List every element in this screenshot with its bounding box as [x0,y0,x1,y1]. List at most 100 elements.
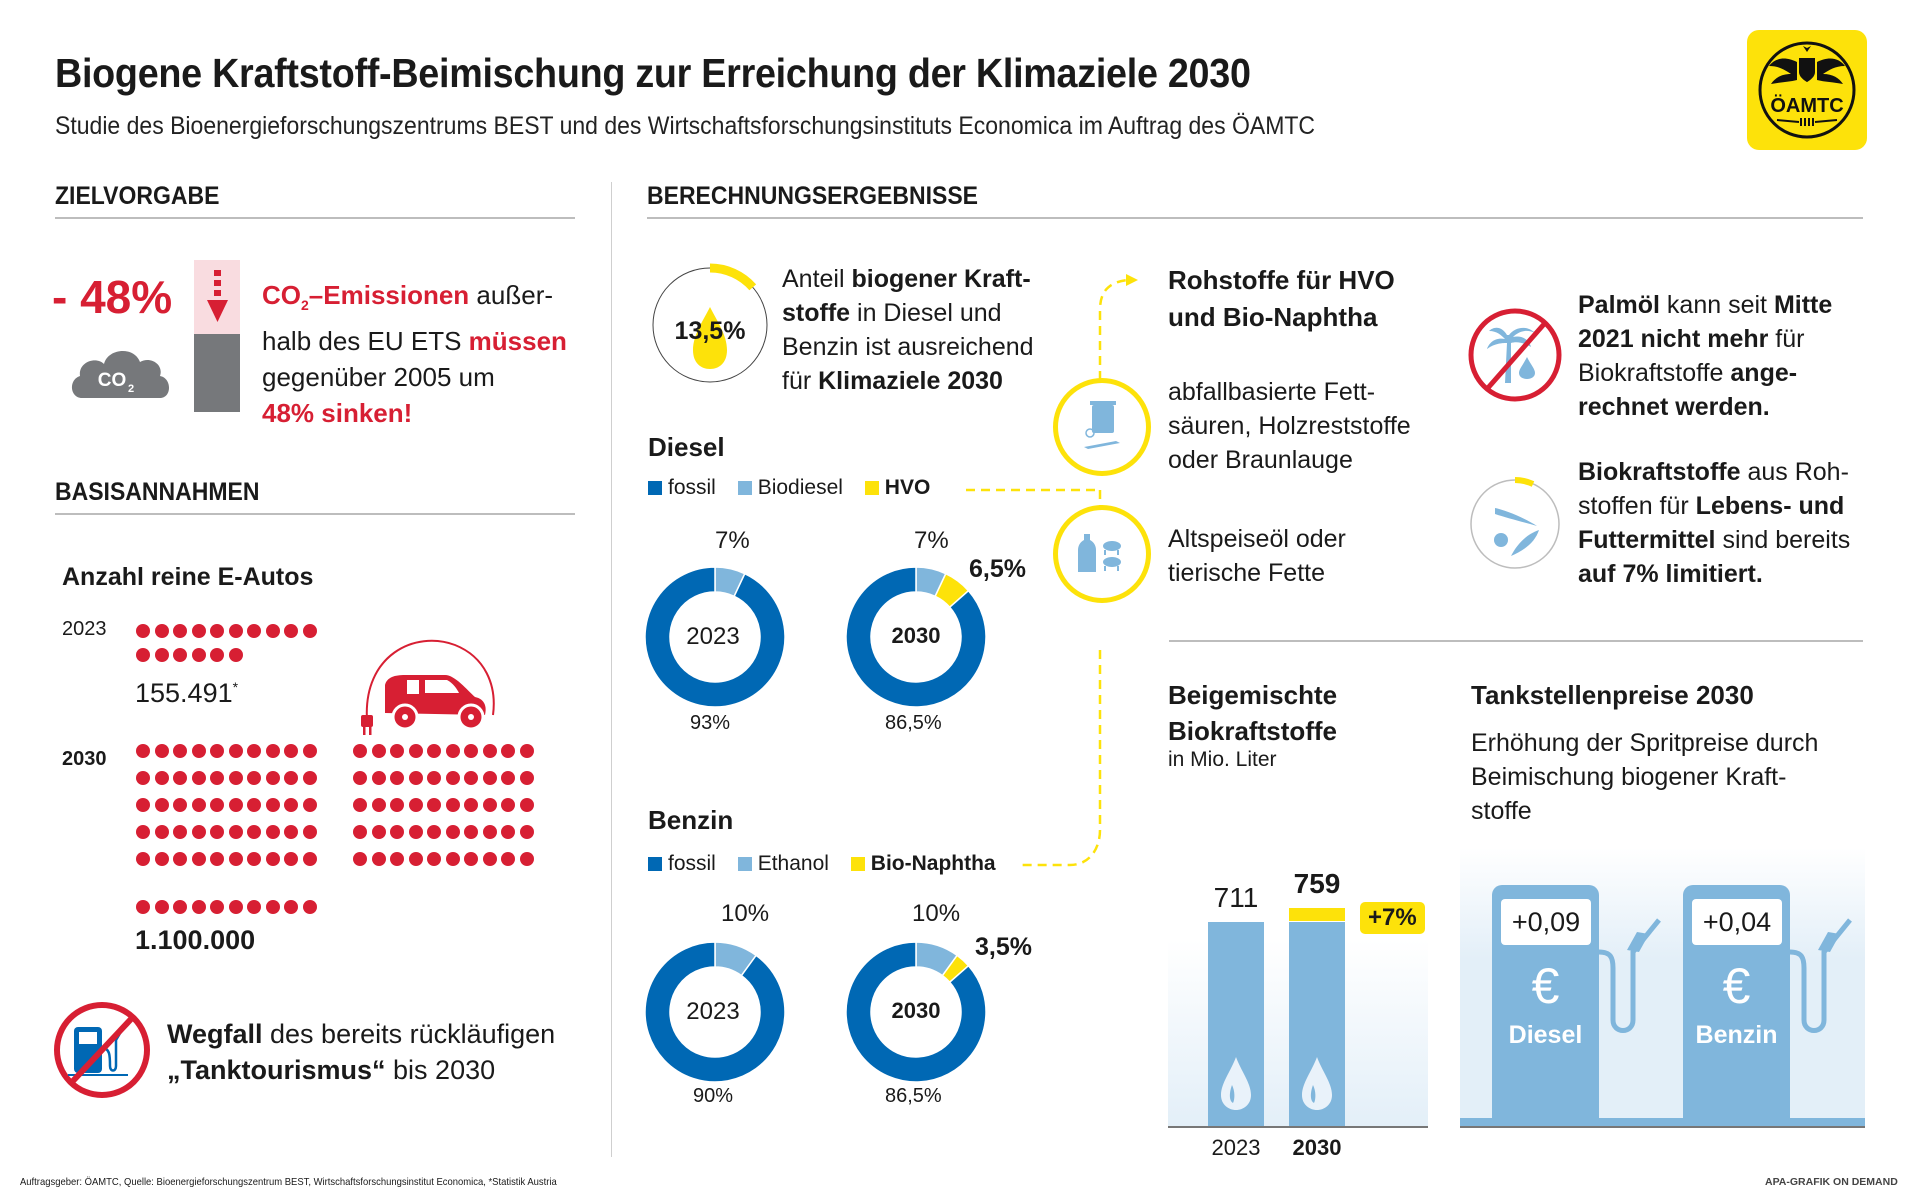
ev-dot [173,771,187,785]
ev-dot [519,744,534,758]
ev-dot [284,624,298,638]
diesel-heading: Diesel [648,432,725,462]
ev-dot [154,771,169,785]
donut-slice-fossil [845,941,987,1083]
bar-value-2030: 759 [1293,867,1341,899]
ev-dot [482,798,497,812]
ev-dot [191,744,206,758]
ev-dot [501,798,515,812]
ev-dot [427,771,441,785]
ev-dot [210,648,224,662]
ev-dot [427,852,441,866]
ev-dot [371,825,386,839]
label-diesel-2030-year: 2030 [891,623,941,648]
label-diesel-2023-year: 2023 [686,623,740,650]
section-rule [1169,640,1863,642]
label-benzin-2030-fossil: 86,5% [885,1085,942,1107]
donut-diesel-2030 [845,566,987,708]
column-divider [611,182,612,1157]
ev-dot [371,798,386,812]
drop-icon [693,307,727,369]
ev-dot [427,825,441,839]
fuel-label-diesel: Diesel [1508,1021,1583,1049]
svg-text:2: 2 [128,383,134,395]
ev-dot [302,798,317,812]
ev-dot [210,825,224,839]
biogenic-share-text: Anteil biogener Kraft- stoffe in Diesel … [782,265,1034,395]
ev-dot [228,825,243,839]
reduction-value: - 48% [52,271,173,323]
ev-dot [191,624,206,638]
bar-2030-increase [1289,907,1345,921]
ev-dot [445,771,460,785]
diesel-legend: fossil Biodiesel HVO [648,476,946,500]
label-diesel-2030-fossil: 86,5% [885,712,942,734]
ev-dot [191,798,206,812]
ev-dot [464,771,478,785]
ev-dot [408,798,423,812]
ev-dot [445,825,460,839]
ev-dot [390,825,404,839]
footer-source: Auftragsgeber: ÖAMTC, Quelle: Bioenergie… [20,1176,557,1188]
ev-dot [427,798,441,812]
ev-dot [519,852,534,866]
label-diesel-2023-fossil: 93% [690,712,731,734]
ev-title: Anzahl reine E-Autos [62,563,314,591]
ev-dot [390,798,404,812]
bar-category-2030: 2030 [1292,1135,1342,1160]
ev-dot [482,825,497,839]
ev-dot [228,624,243,638]
fuel-label-benzin: Benzin [1695,1021,1778,1049]
ev-dot [265,825,280,839]
ev-dot [228,798,243,812]
reduction-bar [194,260,240,412]
ev-dot [191,852,206,866]
ev-dot [191,825,206,839]
ev-dot [154,852,169,866]
ev-dot [445,852,460,866]
pumps-ground [1460,1118,1865,1126]
increase-badge: +7% [1360,901,1425,934]
label-benzin-2030-naphtha: 3,5% [975,933,1032,961]
ev-dot [464,744,478,758]
ev-dot [482,852,497,866]
ev-dot [247,771,261,785]
ev-dot [154,825,169,839]
ev-dot [154,648,169,662]
ev-dot [464,825,478,839]
ev-dot [408,744,423,758]
ev-dot [154,624,169,638]
ev-dot [210,744,224,758]
footer-credit: APA-GRAFIK ON DEMAND [1765,1176,1898,1188]
nozzle-hose-icon [1790,918,1852,1033]
ev-dot [371,852,386,866]
ev-dot [228,648,243,662]
drop-icon [1221,1057,1251,1110]
ev-dot [464,798,478,812]
ev-dot [445,744,460,758]
ev-dot [154,900,169,914]
rohstoffe-item-2: Altspeiseöl oder tierische Fette [1168,525,1346,587]
ev-dot [136,771,150,785]
label-benzin-2030-ethanol: 10% [912,900,961,927]
donut-benzin-2023 [644,941,786,1083]
ev-dot [445,798,460,812]
euro-icon: € [1531,958,1560,1014]
ev-dot [519,798,534,812]
label-benzin-2023-fossil: 90% [693,1085,734,1107]
ev-dot [210,852,224,866]
ev-dot [247,852,261,866]
ev-dot [136,648,150,662]
benzin-heading: Benzin [648,805,734,835]
bar-chart-axis [1168,1126,1428,1128]
ev-dot [265,900,280,914]
tanktourismus-text: Wegfall des bereits rückläufigen „Tankto… [167,1019,556,1085]
legend-item-bio-naphtha: Bio-Naphtha [850,852,996,875]
ev-dot [228,900,243,914]
legend-item-biodiesel: Biodiesel [737,476,843,499]
ev-dot [501,825,515,839]
ev-dot [191,771,206,785]
ev-dot [371,771,386,785]
waste-bin-icon [1053,378,1151,476]
ev-dot [353,771,367,785]
